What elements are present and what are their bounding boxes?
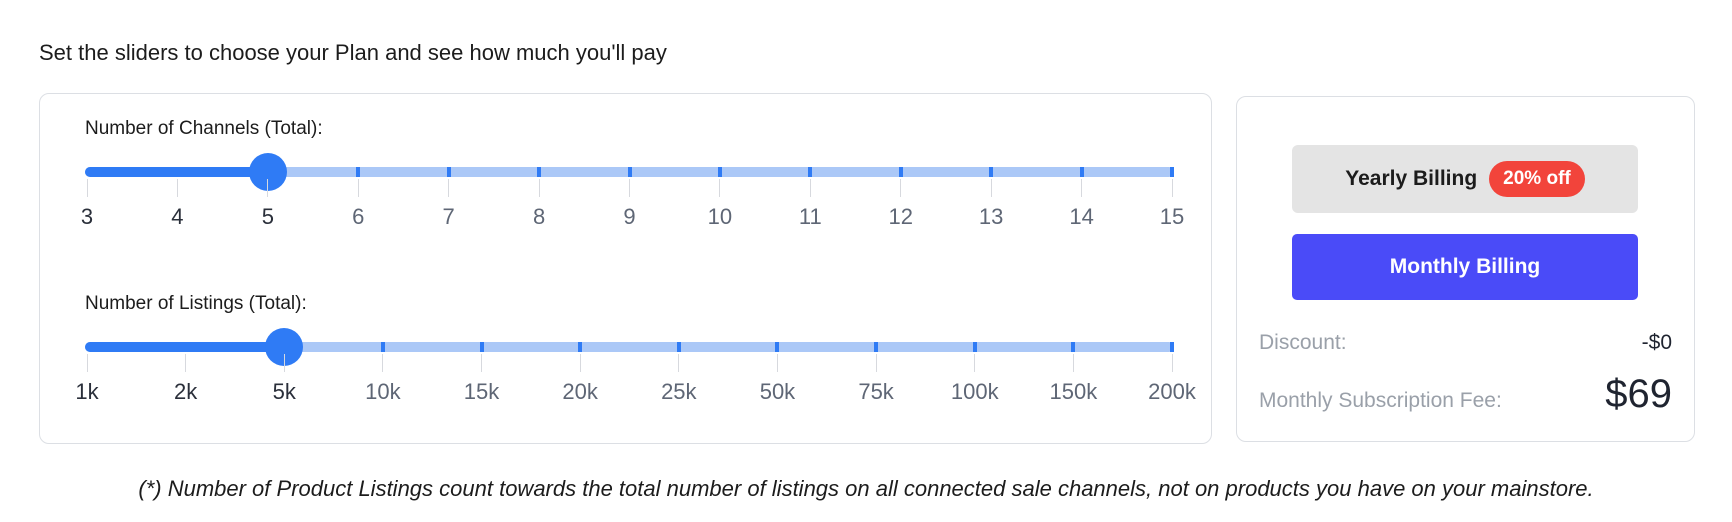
channels-tick-line [900, 179, 902, 197]
listings-footnote: (*) Number of Product Listings count tow… [138, 476, 1594, 501]
listings-slider-fill [85, 342, 285, 352]
listings-tick-label[interactable]: 10k [365, 379, 401, 404]
listings-tick-line [86, 354, 88, 372]
listings-tick-mark [1170, 342, 1174, 352]
channels-tick-label[interactable]: 5 [261, 204, 274, 229]
channels-slider[interactable] [85, 153, 1174, 191]
listings-tick-line [974, 354, 976, 372]
channels-tick-mark [627, 167, 632, 177]
listings-tick-line [776, 354, 778, 372]
listings-tick-label[interactable]: 15k [463, 379, 500, 404]
listings-tick-line [678, 354, 680, 372]
channels-tick-mark [898, 167, 903, 177]
listings-tick-line [875, 354, 877, 372]
listings-tick-line [185, 354, 187, 372]
listings-tick-label[interactable]: 100k [950, 379, 999, 404]
listings-tick-mark [676, 342, 681, 352]
listings-tick-line [1171, 354, 1173, 372]
channels-tick-line [809, 179, 811, 197]
channels-tick-mark [356, 167, 361, 177]
listings-tick-label[interactable]: 1k [75, 379, 99, 404]
channels-tick-line [86, 179, 88, 197]
channels-tick-line [538, 179, 540, 197]
listings-slider-label: Number of Listings (Total): [85, 293, 307, 314]
monthly-fee-label: Monthly Subscription Fee: [1259, 389, 1502, 412]
channels-tick-label[interactable]: 6 [352, 204, 365, 229]
listings-tick-label[interactable]: 150k [1049, 379, 1098, 404]
listings-tick-line [481, 354, 483, 372]
channels-tick-line [448, 179, 450, 197]
listings-tick-line [382, 354, 384, 372]
channels-tick-mark [1170, 167, 1174, 177]
listings-tick-mark [479, 342, 484, 352]
channels-slider-fill [85, 167, 268, 177]
listings-tick-line [1072, 354, 1074, 372]
channels-tick-label[interactable]: 13 [978, 204, 1004, 229]
channels-tick-mark [537, 167, 542, 177]
listings-tick-label[interactable]: 200k [1148, 379, 1196, 404]
discount-value: -$0 [1641, 331, 1672, 354]
discount-label: Discount: [1259, 331, 1347, 354]
channels-tick-label[interactable]: 3 [80, 204, 94, 229]
listings-tick-label[interactable]: 5k [272, 379, 296, 404]
discount-badge: 20% off [1489, 161, 1585, 197]
listings-tick-label[interactable]: 20k [562, 379, 598, 404]
channels-tick-label[interactable]: 14 [1069, 204, 1094, 229]
listings-tick-label[interactable]: 75k [858, 379, 894, 404]
channels-slider-label: Number of Channels (Total): [85, 118, 323, 139]
channels-tick-line [267, 179, 269, 197]
channels-tick-mark [989, 167, 994, 177]
yearly-billing-button[interactable]: Yearly Billing 20% off [1292, 145, 1638, 213]
listings-tick-mark [874, 342, 879, 352]
channels-tick-line [357, 179, 359, 197]
pricing-card: Yearly Billing 20% off Monthly Billing D… [1236, 96, 1695, 442]
listings-tick-mark [972, 342, 977, 352]
page-heading: Set the sliders to choose your Plan and … [39, 40, 667, 65]
listings-tick-mark [1071, 342, 1076, 352]
channels-tick-label[interactable]: 4 [171, 204, 184, 229]
channels-tick-label[interactable]: 9 [623, 204, 636, 229]
channels-tick-line [990, 179, 992, 197]
channels-tick-line [629, 179, 630, 197]
channels-tick-label[interactable]: 11 [798, 204, 822, 229]
listings-tick-label[interactable]: 25k [661, 379, 697, 404]
channels-tick-label[interactable]: 15 [1159, 204, 1185, 229]
monthly-billing-button[interactable]: Monthly Billing [1292, 234, 1638, 300]
channels-tick-line [1171, 179, 1173, 197]
listings-slider[interactable] [85, 328, 1174, 366]
channels-tick-mark [808, 167, 813, 177]
listings-tick-line [579, 354, 581, 372]
listings-tick-line [283, 354, 285, 372]
channels-tick-label[interactable]: 7 [442, 204, 455, 229]
listings-tick-mark [380, 342, 385, 352]
channels-tick-label[interactable]: 12 [888, 204, 913, 229]
channels-tick-mark [717, 167, 722, 177]
channels-tick-label[interactable]: 8 [532, 204, 546, 229]
channels-tick-mark [446, 167, 451, 177]
monthly-fee-value: $69 [1605, 372, 1672, 416]
channels-tick-label[interactable]: 10 [707, 204, 733, 229]
sliders-card: Number of Channels (Total): 3 4 5 6 7 8 9 10 11 1… [39, 93, 1212, 444]
listings-tick-mark [578, 342, 583, 352]
channels-tick-line [176, 179, 178, 197]
listings-tick-mark [775, 342, 780, 352]
channels-tick-line [719, 179, 721, 197]
listings-tick-label[interactable]: 2k [174, 379, 198, 404]
yearly-billing-label: Yearly Billing [1345, 167, 1478, 190]
listings-tick-label[interactable]: 50k [759, 379, 796, 404]
channels-tick-line [1081, 179, 1083, 197]
channels-tick-mark [1079, 167, 1084, 177]
